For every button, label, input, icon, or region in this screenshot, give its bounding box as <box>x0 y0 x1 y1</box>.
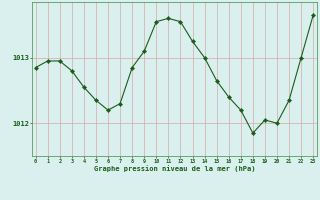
X-axis label: Graphe pression niveau de la mer (hPa): Graphe pression niveau de la mer (hPa) <box>94 165 255 172</box>
